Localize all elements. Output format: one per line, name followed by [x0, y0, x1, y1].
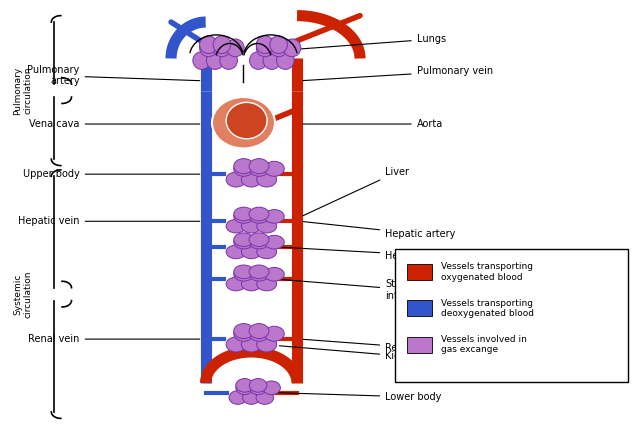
Text: Hepatic vein: Hepatic vein — [18, 216, 200, 226]
Ellipse shape — [241, 245, 261, 259]
Ellipse shape — [236, 381, 253, 395]
Text: Upper body: Upper body — [23, 169, 200, 179]
Ellipse shape — [234, 158, 253, 174]
Ellipse shape — [241, 219, 261, 233]
Ellipse shape — [234, 233, 253, 247]
Text: Pulmonary vein: Pulmonary vein — [303, 66, 493, 81]
Bar — [407, 300, 433, 316]
Ellipse shape — [249, 265, 269, 279]
Bar — [407, 336, 433, 353]
Ellipse shape — [243, 391, 260, 404]
Ellipse shape — [249, 158, 269, 174]
Ellipse shape — [249, 161, 269, 176]
Ellipse shape — [250, 378, 267, 392]
Ellipse shape — [257, 219, 276, 233]
Ellipse shape — [250, 381, 267, 395]
Ellipse shape — [200, 36, 217, 53]
Ellipse shape — [212, 97, 275, 148]
Ellipse shape — [263, 381, 280, 395]
Text: Pulmonary
artery: Pulmonary artery — [28, 65, 200, 86]
Ellipse shape — [229, 391, 246, 404]
Ellipse shape — [234, 326, 253, 341]
Text: Stomach,
intestines: Stomach, intestines — [279, 279, 433, 301]
Ellipse shape — [249, 267, 269, 281]
Ellipse shape — [226, 245, 246, 259]
Ellipse shape — [234, 324, 253, 339]
Ellipse shape — [249, 210, 269, 223]
Text: Lungs: Lungs — [291, 34, 446, 50]
Ellipse shape — [226, 172, 246, 187]
Ellipse shape — [256, 39, 274, 57]
Ellipse shape — [270, 39, 287, 57]
Text: Hepatic portal vein: Hepatic portal vein — [279, 247, 479, 260]
Ellipse shape — [249, 324, 269, 339]
Text: Vessels transporting
deoxygenated blood: Vessels transporting deoxygenated blood — [441, 299, 534, 318]
Ellipse shape — [234, 161, 253, 176]
Ellipse shape — [200, 39, 217, 57]
Text: Systemic
circulation: Systemic circulation — [13, 270, 33, 318]
Ellipse shape — [256, 36, 274, 53]
Ellipse shape — [249, 207, 269, 221]
Text: Renal artery: Renal artery — [303, 339, 445, 353]
FancyBboxPatch shape — [395, 249, 628, 382]
Ellipse shape — [241, 172, 261, 187]
Text: Hepatic artery: Hepatic artery — [303, 222, 456, 239]
Text: Lower body: Lower body — [278, 392, 442, 402]
Ellipse shape — [249, 235, 269, 249]
Ellipse shape — [264, 161, 284, 176]
Ellipse shape — [234, 235, 253, 249]
Ellipse shape — [264, 326, 284, 341]
Ellipse shape — [234, 207, 253, 221]
Ellipse shape — [226, 337, 246, 352]
Ellipse shape — [257, 337, 276, 352]
Ellipse shape — [250, 52, 267, 69]
Ellipse shape — [234, 210, 253, 223]
Text: Aorta: Aorta — [303, 119, 443, 129]
Ellipse shape — [193, 52, 211, 69]
Ellipse shape — [270, 36, 287, 53]
Ellipse shape — [234, 265, 253, 279]
Ellipse shape — [226, 277, 246, 291]
Ellipse shape — [256, 391, 274, 404]
Ellipse shape — [263, 52, 280, 69]
Ellipse shape — [206, 52, 224, 69]
Bar — [407, 264, 433, 280]
Text: Vessels involved in
gas excange: Vessels involved in gas excange — [441, 335, 527, 355]
Ellipse shape — [257, 172, 276, 187]
Ellipse shape — [241, 277, 261, 291]
Ellipse shape — [276, 52, 294, 69]
Ellipse shape — [236, 378, 253, 392]
Text: Kidneys: Kidneys — [279, 346, 424, 361]
Ellipse shape — [264, 267, 284, 281]
Ellipse shape — [257, 277, 276, 291]
Text: Liver: Liver — [303, 167, 409, 216]
Text: Pulmonary
circulation: Pulmonary circulation — [13, 66, 33, 115]
Ellipse shape — [213, 39, 230, 57]
Ellipse shape — [227, 39, 244, 57]
Text: Vena cava: Vena cava — [29, 119, 200, 129]
Text: Vessels transporting
oxygenated blood: Vessels transporting oxygenated blood — [441, 262, 532, 282]
Ellipse shape — [249, 233, 269, 247]
Ellipse shape — [234, 267, 253, 281]
Ellipse shape — [264, 235, 284, 249]
Ellipse shape — [241, 337, 261, 352]
Ellipse shape — [220, 52, 237, 69]
Ellipse shape — [257, 245, 276, 259]
Ellipse shape — [264, 210, 284, 223]
Ellipse shape — [226, 219, 246, 233]
Ellipse shape — [284, 39, 301, 57]
Ellipse shape — [226, 102, 267, 139]
Ellipse shape — [213, 36, 230, 53]
Text: Renal vein: Renal vein — [28, 334, 200, 344]
Ellipse shape — [249, 326, 269, 341]
